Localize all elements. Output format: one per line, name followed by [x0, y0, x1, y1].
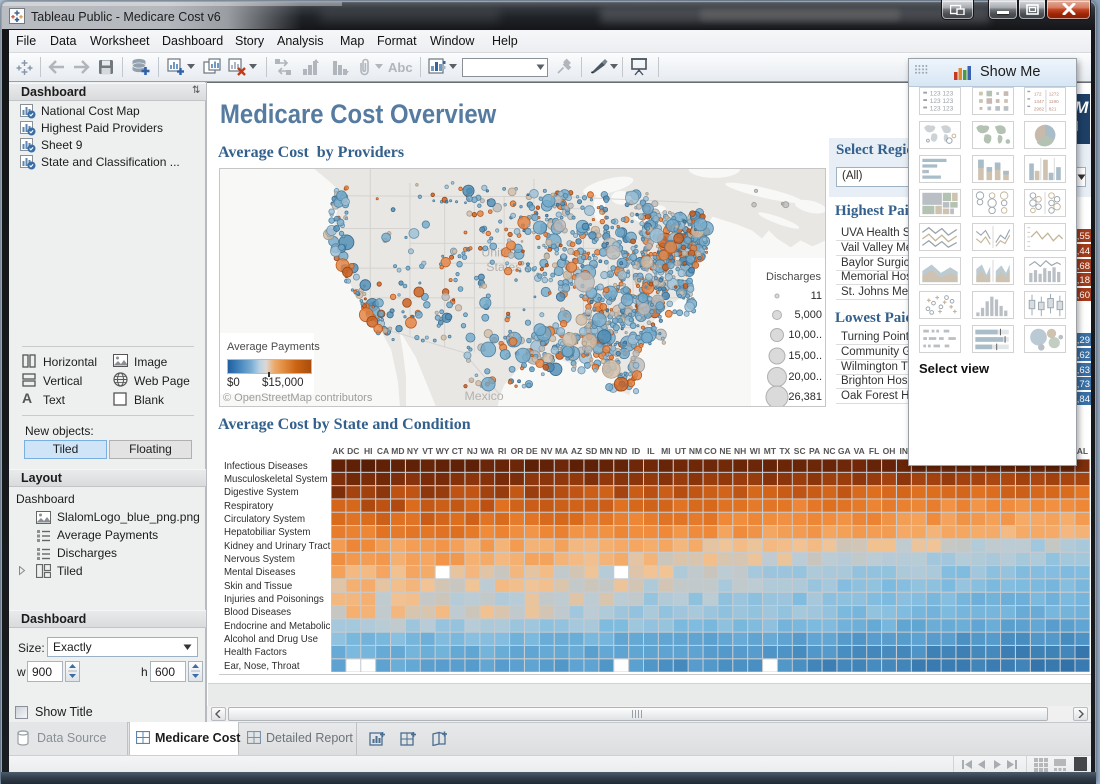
- svg-text:ID: ID: [632, 446, 641, 456]
- svg-text:DE: DE: [526, 446, 538, 456]
- svg-text:MI: MI: [661, 446, 670, 456]
- svg-text:CT: CT: [452, 446, 464, 456]
- svg-text:RI: RI: [498, 446, 507, 456]
- svg-text:IL: IL: [647, 446, 655, 456]
- svg-text:FL: FL: [869, 446, 879, 456]
- svg-text:DC: DC: [347, 446, 359, 456]
- svg-text:MT: MT: [764, 446, 777, 456]
- svg-text:NV: NV: [541, 446, 553, 456]
- svg-text:Mexico: Mexico: [464, 389, 503, 403]
- svg-text:PA: PA: [809, 446, 820, 456]
- svg-text:MD: MD: [391, 446, 404, 456]
- svg-text:OH: OH: [883, 446, 896, 456]
- svg-text:WY: WY: [436, 446, 450, 456]
- svg-text:1347: 1347: [1034, 99, 1045, 104]
- svg-text:NY: NY: [407, 446, 419, 456]
- svg-text:AL: AL: [1077, 446, 1088, 456]
- svg-text:821: 821: [1049, 106, 1057, 111]
- svg-text:NE: NE: [719, 446, 731, 456]
- svg-text:AZ: AZ: [571, 446, 582, 456]
- svg-text:SC: SC: [794, 446, 806, 456]
- svg-text:NJ: NJ: [467, 446, 478, 456]
- svg-text:2982: 2982: [1034, 106, 1045, 111]
- svg-text:1272: 1272: [1049, 91, 1060, 96]
- svg-text:123 123: 123 123: [930, 98, 954, 105]
- svg-text:WI: WI: [750, 446, 760, 456]
- svg-text:CA: CA: [377, 446, 389, 456]
- svg-text:NC: NC: [823, 446, 835, 456]
- svg-text:NM: NM: [689, 446, 702, 456]
- svg-text:TX: TX: [779, 446, 790, 456]
- svg-text:AK: AK: [332, 446, 345, 456]
- svg-text:HI: HI: [364, 446, 373, 456]
- svg-text:1190: 1190: [1049, 99, 1059, 104]
- svg-text:OR: OR: [511, 446, 524, 456]
- svg-text:VA: VA: [854, 446, 865, 456]
- svg-text:SD: SD: [585, 446, 597, 456]
- svg-text:NH: NH: [734, 446, 746, 456]
- svg-text:MA: MA: [555, 446, 568, 456]
- svg-text:IN: IN: [900, 446, 909, 456]
- svg-text:States: States: [486, 260, 521, 274]
- svg-text:MN: MN: [600, 446, 613, 456]
- svg-text:UT: UT: [675, 446, 687, 456]
- svg-text:CO: CO: [704, 446, 717, 456]
- svg-text:123 123: 123 123: [930, 90, 954, 97]
- svg-text:GA: GA: [838, 446, 851, 456]
- svg-text:172: 172: [1034, 91, 1042, 96]
- svg-text:123 123: 123 123: [930, 105, 954, 112]
- svg-text:ND: ND: [615, 446, 627, 456]
- svg-text:VT: VT: [422, 446, 434, 456]
- svg-text:WA: WA: [480, 446, 494, 456]
